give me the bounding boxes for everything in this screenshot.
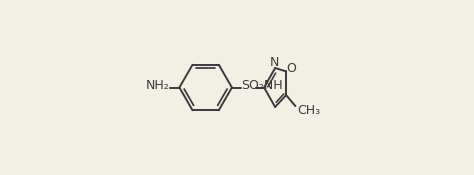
Text: O: O	[286, 62, 296, 75]
Text: N: N	[270, 56, 279, 69]
Text: SO₂NH: SO₂NH	[242, 79, 283, 92]
Text: CH₃: CH₃	[297, 104, 320, 117]
Text: NH₂: NH₂	[146, 79, 169, 92]
